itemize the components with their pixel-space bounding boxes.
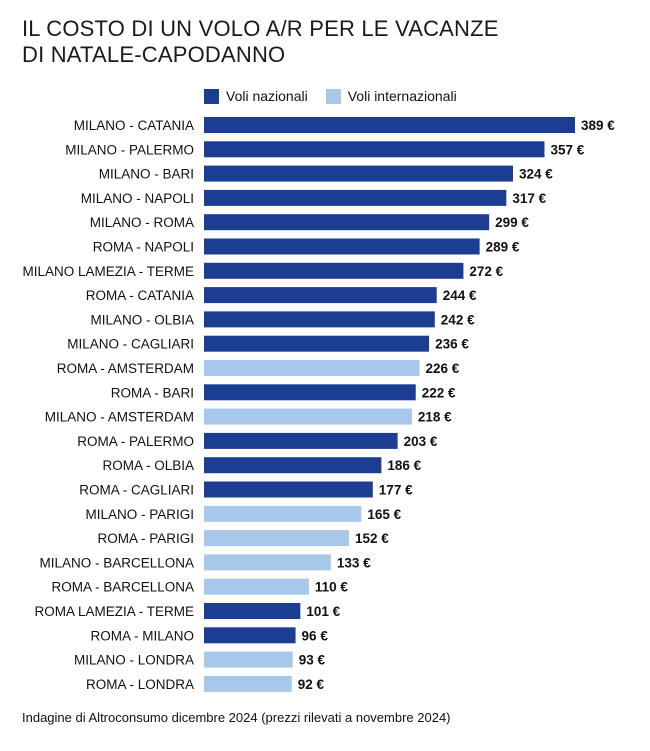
bar-internazionali — [204, 554, 331, 571]
category-label: ROMA - LONDRA — [86, 677, 194, 692]
bar-nazionali — [204, 481, 373, 498]
value-label: 357 € — [550, 142, 584, 157]
value-label: 133 € — [337, 555, 371, 570]
category-label: ROMA - PALERMO — [77, 434, 194, 449]
value-label: 177 € — [379, 483, 413, 498]
bar-internazionali — [204, 675, 292, 692]
value-label: 317 € — [512, 191, 546, 206]
legend-label-internazionali: Voli internazionali — [347, 88, 457, 104]
bar-internazionali — [204, 530, 349, 547]
bar-nazionali — [204, 627, 296, 644]
category-label: ROMA - CATANIA — [86, 288, 194, 303]
bar-internazionali — [204, 651, 293, 668]
value-label: 110 € — [315, 580, 349, 595]
chart-title: IL COSTO DI UN VOLO A/R PER LE VACANZE D… — [22, 16, 499, 67]
value-label: 152 € — [355, 531, 389, 546]
category-label: ROMA - OLBIA — [102, 458, 194, 473]
category-label: ROMA - PARIGI — [97, 531, 194, 546]
category-label: ROMA - BARCELLONA — [51, 580, 194, 595]
value-label: 186 € — [387, 458, 421, 473]
category-label: MILANO - PARIGI — [85, 507, 194, 522]
category-label: ROMA - NAPOLI — [93, 240, 194, 255]
bar-nazionali — [204, 457, 382, 474]
bar-nazionali — [204, 262, 464, 279]
category-label: MILANO - BARCELLONA — [39, 555, 194, 570]
bar-nazionali — [204, 238, 480, 255]
value-label: 165 € — [367, 507, 401, 522]
legend: Voli nazionali Voli internazionali — [204, 88, 457, 104]
bar-nazionali — [204, 165, 514, 182]
bar-nazionali — [204, 117, 575, 133]
value-label: 203 € — [404, 434, 438, 449]
value-label: 244 € — [443, 288, 477, 303]
legend-swatch-nazionali — [204, 88, 219, 104]
legend-swatch-internazionali — [325, 88, 341, 104]
legend-item-nazionali: Voli nazionali — [204, 88, 308, 104]
category-label: MILANO - AMSTERDAM — [45, 410, 194, 425]
category-label: MILANO LAMEZIA - TERME — [22, 264, 194, 279]
value-label: 324 € — [519, 167, 553, 182]
legend-label-nazionali: Voli nazionali — [226, 88, 308, 104]
category-label: MILANO - LONDRA — [74, 653, 194, 668]
category-label: MILANO - NAPOLI — [81, 191, 194, 206]
value-label: 222 € — [422, 385, 456, 400]
value-label: 218 € — [418, 410, 452, 425]
bar-nazionali — [204, 384, 416, 401]
legend-item-internazionali: Voli internazionali — [325, 88, 457, 104]
category-label: MILANO - ROMA — [90, 215, 194, 230]
bar-nazionali — [204, 311, 435, 328]
category-label: MILANO - CAGLIARI — [67, 337, 194, 352]
value-label: 299 € — [495, 215, 529, 230]
value-label: 289 € — [486, 240, 520, 255]
category-label: ROMA - CAGLIARI — [79, 483, 194, 498]
bar-nazionali — [204, 335, 430, 352]
value-label: 101 € — [306, 604, 340, 619]
bar-internazionali — [204, 360, 420, 376]
value-label: 92 € — [298, 677, 325, 692]
bar-nazionali — [204, 214, 490, 231]
category-label: MILANO - CATANIA — [74, 118, 194, 133]
bar-nazionali — [204, 141, 545, 158]
source-note: Indagine di Altroconsumo dicembre 2024 (… — [22, 710, 451, 725]
bar-internazionali — [204, 505, 362, 522]
bar-internazionali — [204, 578, 309, 595]
value-label: 242 € — [441, 312, 475, 327]
bar-nazionali — [204, 287, 437, 304]
value-label: 226 € — [426, 361, 460, 376]
category-label: ROMA - MILANO — [90, 628, 194, 643]
category-label: ROMA - BARI — [111, 385, 194, 400]
value-label: 236 € — [435, 337, 469, 352]
value-label: 272 € — [469, 264, 503, 279]
value-label: 93 € — [299, 653, 326, 668]
value-label: 96 € — [302, 628, 329, 643]
category-label: MILANO - PALERMO — [65, 142, 194, 157]
bar-nazionali — [204, 189, 507, 206]
value-label: 389 € — [581, 118, 615, 133]
bar-nazionali — [204, 603, 301, 619]
category-label: ROMA LAMEZIA - TERME — [34, 604, 194, 619]
category-label: MILANO - OLBIA — [90, 312, 194, 327]
bar-nazionali — [204, 432, 398, 449]
category-label: MILANO - BARI — [99, 167, 194, 182]
bar-internazionali — [204, 408, 412, 425]
category-label: ROMA - AMSTERDAM — [57, 361, 194, 376]
